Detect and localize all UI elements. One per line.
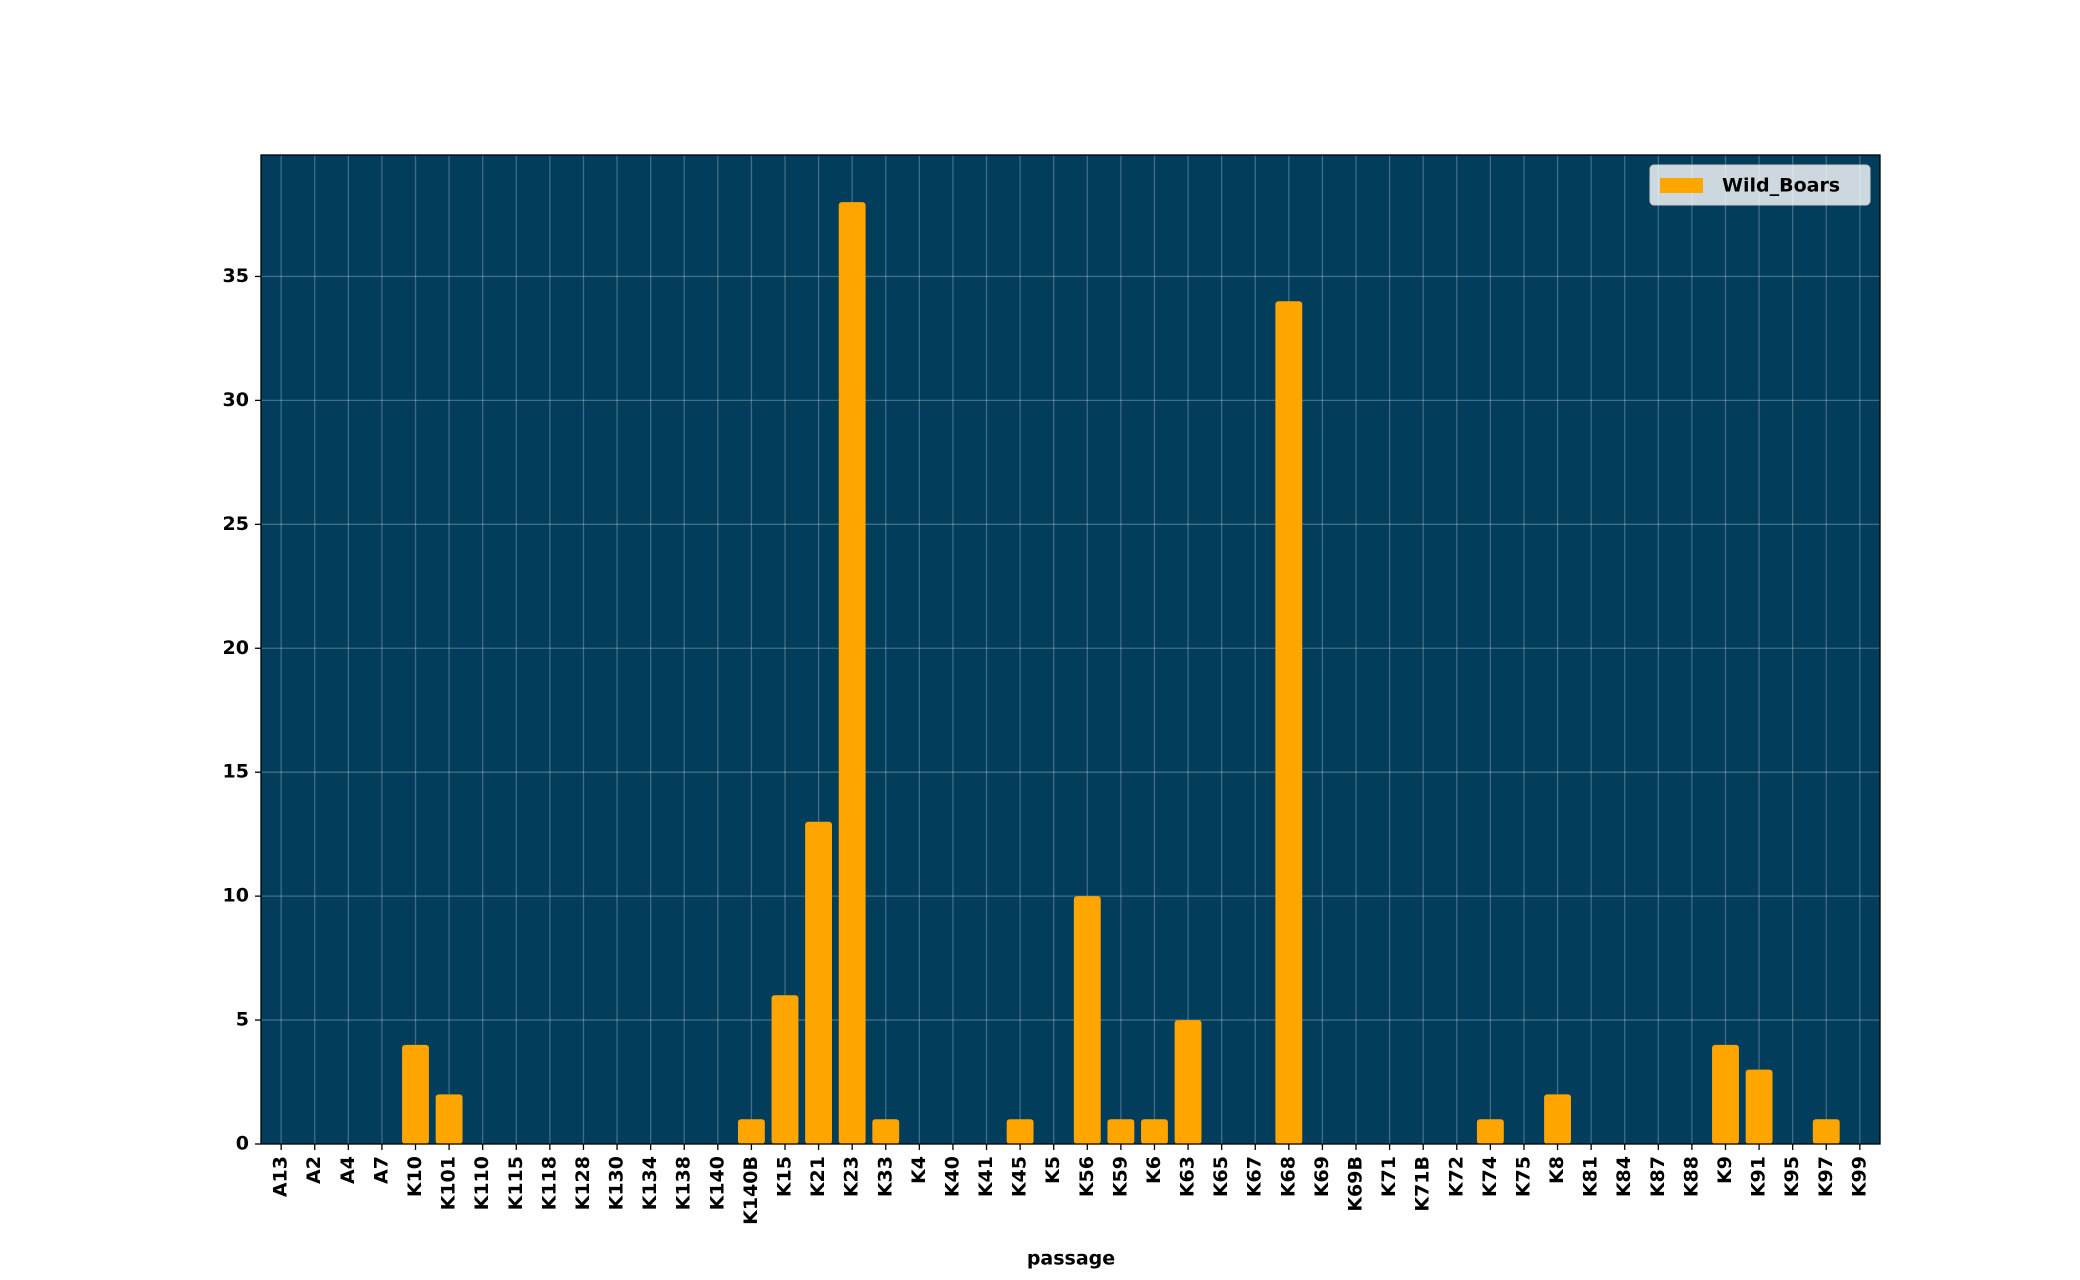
x-tick-label: K115: [505, 1156, 527, 1210]
y-tick-label: 0: [236, 1133, 249, 1155]
x-tick-label: K21: [807, 1156, 829, 1197]
x-tick-label: K4: [908, 1156, 930, 1184]
x-tick-label: K8: [1546, 1156, 1568, 1184]
x-tick-label: K88: [1680, 1156, 1702, 1197]
x-tick-label: K140B: [740, 1156, 762, 1225]
x-tick-label: A13: [270, 1156, 292, 1197]
x-tick-label: K75: [1512, 1156, 1534, 1197]
bar: [402, 1044, 429, 1144]
bar: [1073, 896, 1101, 1144]
x-tick-label: K59: [1109, 1156, 1131, 1197]
x-tick-label: K130: [606, 1156, 628, 1210]
legend-box: [1649, 164, 1871, 206]
plot-frame: [260, 154, 1881, 1145]
x-tick-label: K101: [438, 1156, 460, 1210]
bar: [1107, 1119, 1135, 1144]
plot-background: [261, 155, 1880, 1144]
bar: [737, 1119, 765, 1144]
x-tick-label: K15: [773, 1156, 795, 1197]
x-tick-label: K45: [1009, 1156, 1031, 1197]
x-axis-label: passage: [1027, 1248, 1115, 1270]
x-tick-label: K87: [1647, 1156, 1669, 1197]
bar: [1006, 1119, 1034, 1144]
x-tick-label: K68: [1277, 1156, 1299, 1197]
bar: [838, 202, 866, 1145]
x-tick-label: K72: [1445, 1156, 1467, 1197]
x-tick-label: K63: [1177, 1156, 1199, 1197]
x-tick-label: K10: [404, 1156, 426, 1197]
x-tick-label: K74: [1479, 1156, 1501, 1197]
y-tick-label: 25: [223, 513, 249, 535]
x-tick-label: K99: [1848, 1156, 1870, 1197]
x-tick-label: K65: [1210, 1156, 1232, 1197]
x-tick-label: K23: [841, 1156, 863, 1197]
x-tick-label: K41: [975, 1156, 997, 1197]
x-tick-label: K138: [673, 1156, 695, 1210]
x-tick-label: A4: [337, 1156, 359, 1184]
legend-label: Wild_Boars: [1722, 175, 1840, 197]
x-tick-label: K97: [1815, 1156, 1837, 1197]
bar: [1712, 1044, 1739, 1144]
bar: [872, 1119, 900, 1144]
x-tick-label: K128: [572, 1156, 594, 1210]
bar: [1812, 1119, 1840, 1144]
x-tick-label: K9: [1714, 1156, 1736, 1184]
bar: [435, 1094, 463, 1144]
bar: [1174, 1020, 1202, 1144]
x-tick-label: K40: [941, 1156, 963, 1197]
bar: [1476, 1119, 1504, 1144]
x-tick-label: K6: [1143, 1156, 1165, 1184]
bar: [805, 821, 833, 1144]
x-tick-label: K84: [1613, 1156, 1635, 1197]
x-tick-label: A2: [303, 1156, 325, 1184]
y-tick-label: 35: [223, 265, 249, 287]
x-tick-label: K69: [1311, 1156, 1333, 1197]
y-tick-label: 20: [223, 637, 249, 659]
bar: [771, 995, 799, 1144]
x-tick-label: K95: [1781, 1156, 1803, 1197]
x-tick-label: K71: [1378, 1156, 1400, 1197]
legend-swatch: [1660, 178, 1703, 193]
x-tick-label: K140: [706, 1156, 728, 1210]
x-tick-label: K5: [1042, 1156, 1064, 1184]
x-tick-label: K81: [1580, 1156, 1602, 1197]
x-tick-label: K134: [639, 1156, 661, 1210]
x-tick-label: K67: [1244, 1156, 1266, 1197]
x-tick-label: K118: [538, 1156, 560, 1210]
y-tick-label: 30: [223, 389, 249, 411]
x-tick-label: K56: [1076, 1156, 1098, 1197]
bar: [1275, 301, 1303, 1144]
y-tick-label: 5: [236, 1009, 249, 1031]
x-tick-label: K69B: [1345, 1156, 1367, 1212]
x-tick-label: K110: [471, 1156, 493, 1210]
y-tick-label: 10: [223, 885, 249, 907]
bar: [1544, 1094, 1571, 1144]
x-tick-label: K33: [874, 1156, 896, 1197]
x-tick-label: K91: [1748, 1156, 1770, 1197]
y-tick-label: 15: [223, 761, 249, 783]
x-tick-label: A7: [370, 1156, 392, 1184]
bar: [1745, 1069, 1773, 1144]
x-tick-label: K71B: [1412, 1156, 1434, 1212]
bar: [1141, 1119, 1168, 1144]
